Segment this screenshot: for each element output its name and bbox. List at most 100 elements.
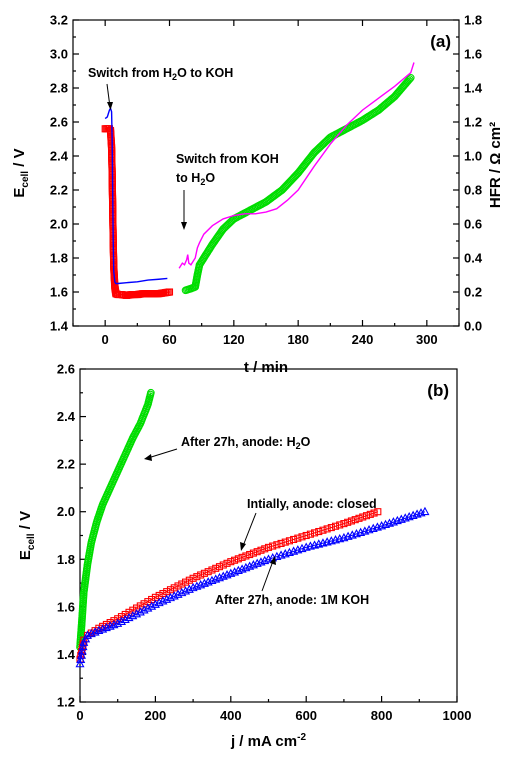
annotation-arrowhead <box>240 542 246 551</box>
data-point <box>261 545 269 553</box>
data-point <box>366 510 374 518</box>
y-tick-label: 2.4 <box>57 409 76 424</box>
y2-tick-label: 1.8 <box>464 13 482 28</box>
data-point <box>120 614 130 624</box>
data-point <box>76 650 87 659</box>
data-point <box>128 610 138 620</box>
series-label-koh: After 27h, anode: 1M KOH <box>215 593 369 607</box>
data-point <box>184 584 194 593</box>
data-point <box>193 573 201 581</box>
data-point <box>174 582 182 590</box>
data-point <box>197 571 205 579</box>
data-point <box>298 533 306 541</box>
y2-tick-label: 0.0 <box>464 319 482 334</box>
data-point <box>208 566 216 574</box>
y2-tick-label: 0.2 <box>464 285 482 300</box>
data-point <box>200 569 208 577</box>
y2-axis-label: HFR / Ω cm² <box>487 122 504 208</box>
annotation-switch-to-h2o-2: to H2O <box>176 171 215 187</box>
data-point <box>165 288 174 296</box>
series-label-h2o: After 27h, anode: H2O <box>181 435 311 451</box>
data-point <box>264 543 273 551</box>
y2-tick-label: 0.8 <box>464 183 482 198</box>
y-tick-label: 1.2 <box>57 695 75 710</box>
y-label-sub: cell <box>20 171 31 188</box>
y-label-main: E <box>17 550 34 560</box>
data-point <box>319 526 327 534</box>
data-point <box>189 574 197 582</box>
data-point <box>215 563 224 571</box>
y-tick-label: 3.2 <box>50 13 68 28</box>
y-tick-label: 1.8 <box>50 251 68 266</box>
data-point <box>227 558 235 566</box>
data-point <box>311 529 319 537</box>
y-label-rest: / V <box>17 511 34 534</box>
y2-tick-label: 1.0 <box>464 149 482 164</box>
panel-a: 0 60 120 180 240 300 1.4 1.6 1.8 2.0 2.2 2.4 2.6 2.8 3… <box>11 13 504 377</box>
data-point <box>323 525 331 533</box>
x-tick-label: 300 <box>416 332 438 347</box>
data-point <box>331 522 340 530</box>
y-tick-label: 3.0 <box>50 47 68 62</box>
data-point <box>77 646 87 655</box>
y-tick-label: 2.8 <box>50 81 68 96</box>
x-tick-label: 60 <box>162 332 176 347</box>
y-label-main: E <box>11 188 28 198</box>
data-point <box>139 605 149 614</box>
data-point <box>420 506 430 516</box>
data-point <box>347 517 355 525</box>
x-axis-label: j / mA cm-2 <box>230 732 306 750</box>
data-point <box>362 512 371 520</box>
annotation-text: O to KOH <box>177 66 233 80</box>
data-point <box>281 538 289 546</box>
x-tick-label: 240 <box>352 332 374 347</box>
y-axis-label: Ecell / V <box>11 148 31 197</box>
y-label-sub: cell <box>26 533 37 550</box>
series-line <box>79 511 378 660</box>
data-point <box>143 603 153 612</box>
data-point <box>204 568 212 576</box>
annotation-text: After 27h, anode: H <box>181 435 296 449</box>
annotation-text: O <box>205 171 215 185</box>
data-point <box>242 552 250 560</box>
x-axis-label: t / min <box>244 359 288 376</box>
annotation-text: Switch from H <box>88 66 172 80</box>
data-point <box>78 641 88 651</box>
y-tick-label: 1.8 <box>57 552 75 567</box>
data-point <box>294 534 302 542</box>
x-label-sup: -2 <box>297 732 306 743</box>
x-tick-label: 400 <box>220 708 242 723</box>
x-tick-label: 0 <box>102 332 109 347</box>
annotation-switch-to-koh: Switch from H2O to KOH <box>88 66 233 82</box>
y2-tick-label: 1.6 <box>464 47 482 62</box>
annotation-switch-to-h2o: Switch from KOH <box>176 152 279 166</box>
data-point <box>355 514 363 522</box>
data-point <box>90 627 100 636</box>
data-point <box>182 578 190 586</box>
data-point <box>169 591 179 600</box>
x-tick-label: 800 <box>371 708 393 723</box>
annotation-arrowhead <box>144 454 152 461</box>
data-point <box>125 608 133 616</box>
plot-frame <box>79 368 458 703</box>
data-point <box>86 628 96 638</box>
annotation-arrowhead <box>270 556 276 565</box>
series-label-closed: Intially, anode: closed <box>247 497 377 511</box>
y-tick-label: 2.6 <box>57 362 75 377</box>
data-point <box>290 535 298 544</box>
data-point <box>406 73 415 82</box>
x-tick-label: 0 <box>76 708 83 723</box>
data-point <box>113 618 123 627</box>
data-point <box>181 586 191 595</box>
annotation-arrow <box>242 512 257 547</box>
annotation-sub: 2 <box>172 72 177 82</box>
data-point <box>212 564 220 572</box>
series-line <box>79 511 426 665</box>
y-tick-label: 2.6 <box>50 115 68 130</box>
data-point <box>405 75 414 83</box>
data-point <box>75 658 85 668</box>
data-point <box>285 537 293 545</box>
data-point <box>170 584 178 592</box>
y-tick-label: 2.2 <box>50 183 68 198</box>
